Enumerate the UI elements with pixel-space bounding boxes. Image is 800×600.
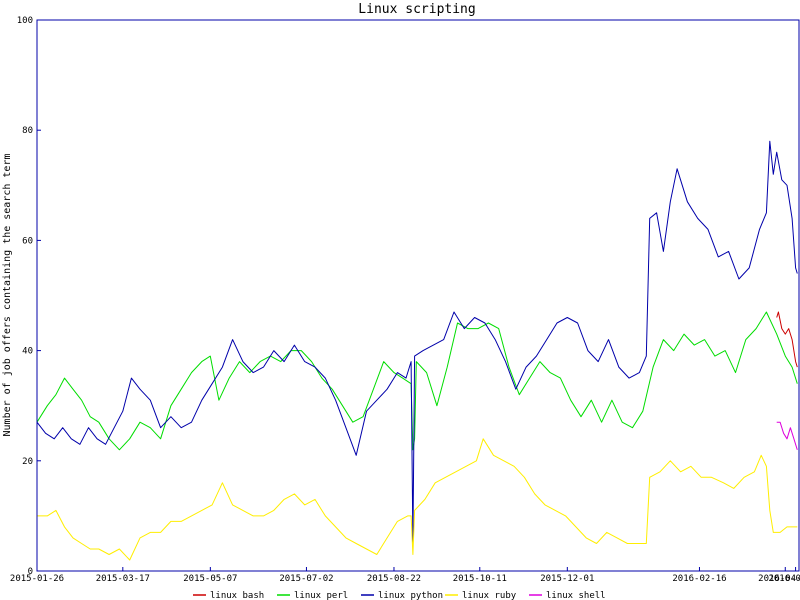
y-tick-label: 80 (22, 126, 33, 136)
legend-label: linux python (378, 591, 443, 600)
y-axis-label: Number of job offers containing the sear… (2, 154, 13, 437)
legend: linux bash linux perl linux python linux ru… (193, 591, 606, 600)
x-tick-label: 2015-08-22 (367, 574, 421, 584)
series-layer (36, 140, 798, 561)
x-tick-label: 2015-12-01 (540, 574, 594, 584)
x-tick-label: 2015-10-11 (453, 574, 507, 584)
y-axis: 0 20 40 60 80 100 (17, 16, 41, 577)
legend-label: linux bash (210, 591, 264, 600)
y-tick-label: 60 (22, 236, 33, 246)
legend-label: linux ruby (462, 591, 517, 600)
y-tick-label: 20 (22, 457, 33, 467)
y-tick-label: 100 (17, 16, 33, 26)
x-tick-label: 2015-07-02 (279, 574, 333, 584)
x-axis: 2015-01-26 2015-03-17 2015-05-07 2015-07-02… (10, 567, 800, 584)
series-line-linux-python (36, 140, 798, 544)
x-tick-label: 2015-01-26 (10, 574, 64, 584)
series-line-linux-bash (776, 311, 798, 368)
y-tick-label: 0 (28, 567, 33, 577)
x-tick-label: 2016-04-06 (758, 574, 800, 584)
y-tick-label: 40 (22, 347, 33, 357)
legend-label: linux perl (294, 591, 348, 600)
x-tick-label: 2015-03-17 (96, 574, 150, 584)
plot-frame (36, 19, 800, 572)
x-tick-label: 2015-05-07 (183, 574, 237, 584)
chart-title: Linux scripting (358, 2, 475, 17)
x-tick-label: 2016-02-16 (672, 574, 726, 584)
legend-label: linux shell (546, 591, 606, 600)
x-tick-label: 2016-04-12 (768, 574, 800, 584)
series-line-linux-ruby (37, 438, 798, 561)
series-line-linux-shell (776, 421, 798, 450)
